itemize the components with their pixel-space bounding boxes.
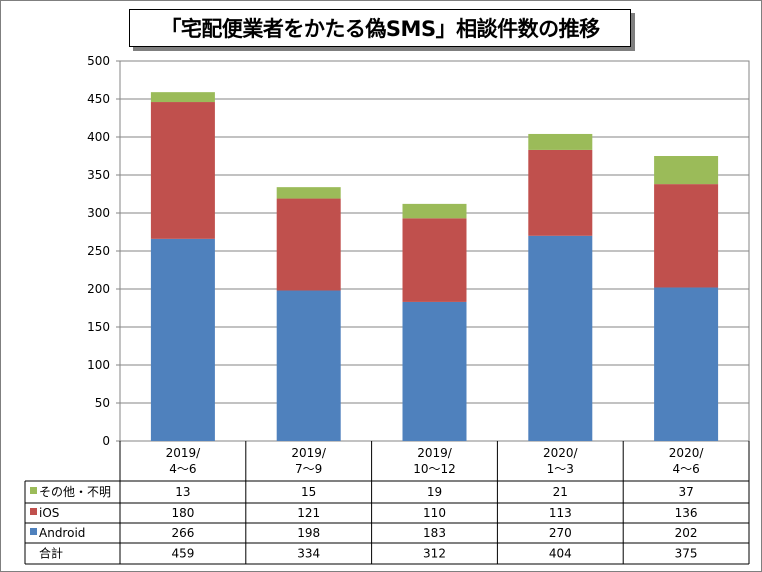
y-tick-label: 200: [87, 282, 110, 296]
table-cell-value: 183: [423, 526, 446, 540]
x-category-label-line1: 2020/: [669, 446, 705, 460]
table-cell-value: 15: [301, 485, 316, 499]
table-cell-value: 13: [175, 485, 190, 499]
bar-Android-3: [402, 301, 467, 441]
table-cell-value: 270: [549, 526, 572, 540]
bar-その他・不明-1: [150, 92, 215, 103]
bar-Android-4: [528, 235, 593, 441]
x-category-label-line2: 4～6: [169, 462, 196, 476]
table-cell-value: 334: [297, 547, 320, 561]
chart-title-box: 「宅配便業者をかたる偽SMS」相談件数の推移: [129, 9, 631, 47]
bar-Android-5: [654, 287, 719, 441]
x-category-label-line1: 2019/: [166, 446, 202, 460]
table-cell-value: 121: [297, 506, 320, 520]
table-row-label-total: 合計: [39, 546, 63, 561]
table-cell-value: 404: [549, 547, 572, 561]
legend-key-Android: [30, 528, 37, 535]
table-cell-value: 19: [427, 485, 442, 499]
bar-その他・不明-3: [402, 203, 467, 219]
bar-iOS-1: [150, 102, 215, 239]
x-category-label-line2: 10～12: [413, 462, 456, 476]
bar-その他・不明-5: [654, 156, 719, 185]
y-tick-label: 350: [87, 168, 110, 182]
y-tick-label: 300: [87, 206, 110, 220]
y-tick-label: 450: [87, 92, 110, 106]
table-cell-value: 37: [678, 485, 693, 499]
table-cell-value: 375: [675, 547, 698, 561]
table-cell-value: 110: [423, 506, 446, 520]
table-cell-value: 266: [171, 526, 194, 540]
y-tick-label: 400: [87, 130, 110, 144]
legend-key-iOS: [30, 508, 37, 515]
legend-label-Android: Android: [39, 526, 85, 540]
bar-iOS-5: [654, 184, 719, 288]
x-category-label-line2: 4～6: [672, 462, 699, 476]
bar-iOS-3: [402, 218, 467, 302]
table-cell-value: 312: [423, 547, 446, 561]
x-category-label-line2: 1～3: [547, 462, 574, 476]
bar-iOS-4: [528, 149, 593, 236]
table-cell-value: 459: [171, 547, 194, 561]
bar-iOS-2: [276, 198, 341, 291]
table-cell-value: 21: [553, 485, 568, 499]
bar-Android-1: [150, 238, 215, 441]
legend-key-その他・不明: [30, 487, 37, 494]
table-cell-value: 136: [675, 506, 698, 520]
bar-その他・不明-4: [528, 133, 593, 150]
y-tick-label: 0: [102, 434, 110, 448]
table-cell-value: 180: [171, 506, 194, 520]
table-cell-value: 198: [297, 526, 320, 540]
x-category-label-line2: 7～9: [295, 462, 322, 476]
table-cell-value: 202: [675, 526, 698, 540]
y-tick-label: 50: [95, 396, 110, 410]
x-category-label-line1: 2019/: [417, 446, 453, 460]
bar-その他・不明-2: [276, 187, 341, 199]
legend-label-iOS: iOS: [39, 506, 59, 520]
legend-label-その他・不明: その他・不明: [39, 485, 111, 499]
y-tick-label: 150: [87, 320, 110, 334]
y-tick-label: 500: [87, 54, 110, 68]
x-category-label-line1: 2019/: [291, 446, 327, 460]
bar-Android-2: [276, 290, 341, 441]
chart-title: 「宅配便業者をかたる偽SMS」相談件数の推移: [160, 17, 600, 41]
x-category-label-line1: 2020/: [543, 446, 579, 460]
y-tick-label: 250: [87, 244, 110, 258]
table-cell-value: 113: [549, 506, 572, 520]
y-tick-label: 100: [87, 358, 110, 372]
